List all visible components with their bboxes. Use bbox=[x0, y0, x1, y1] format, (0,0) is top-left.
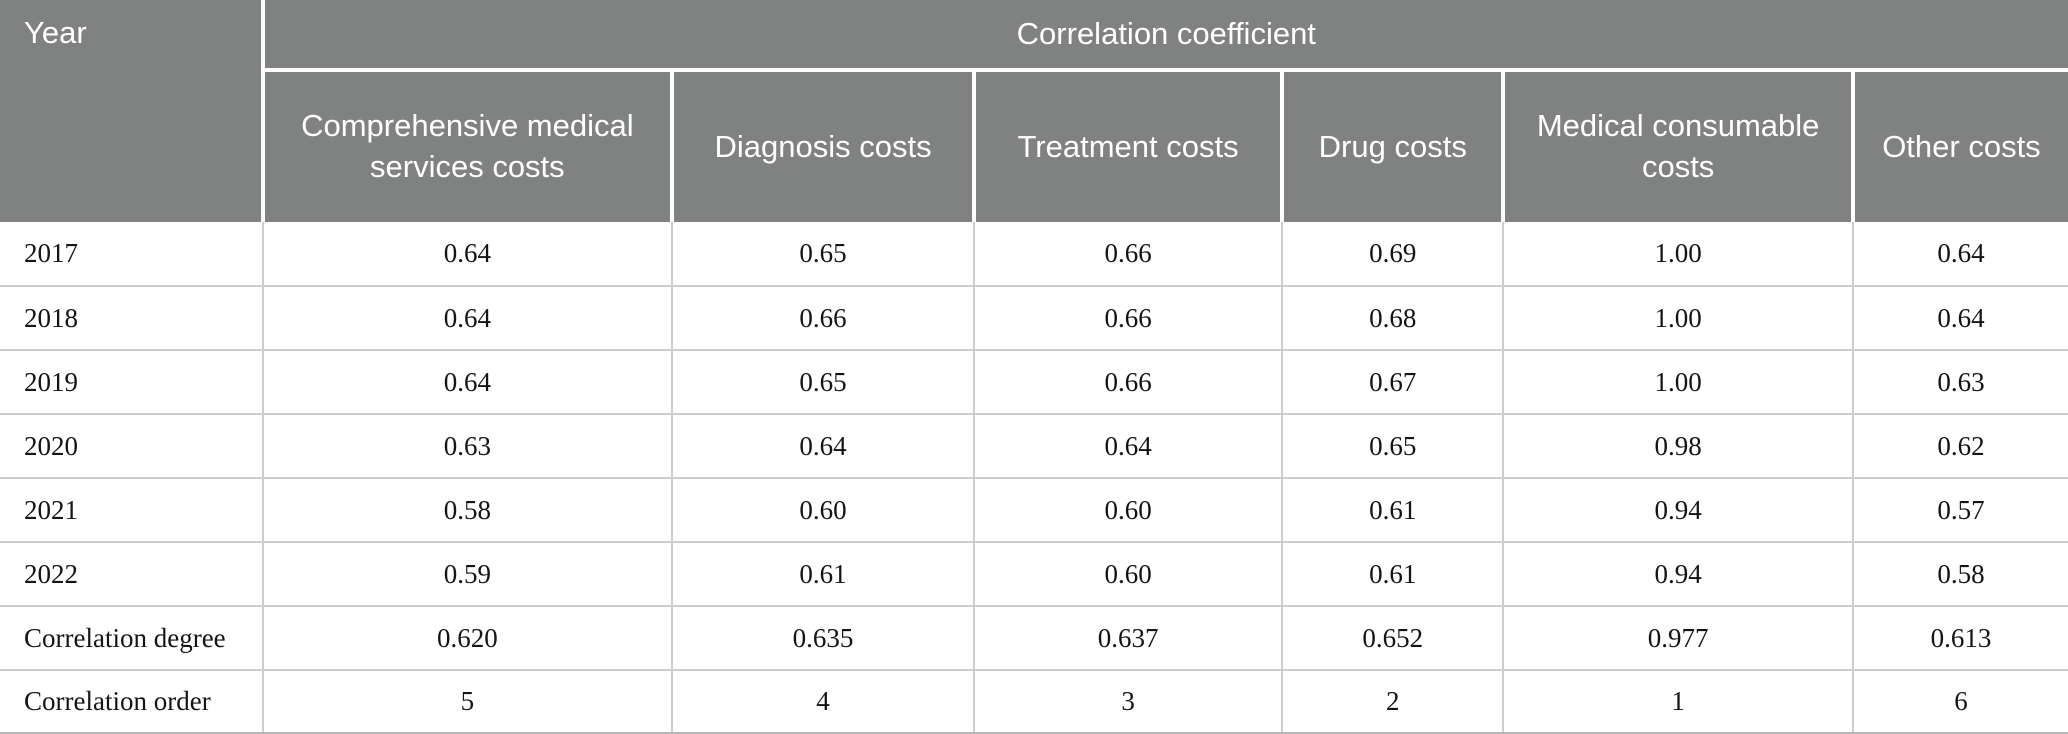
data-cell: 0.57 bbox=[1851, 477, 2068, 543]
row-label: 2020 bbox=[0, 413, 264, 479]
data-cell: 0.58 bbox=[261, 477, 674, 543]
header-cell-treatment-costs: Treatment costs bbox=[971, 70, 1283, 222]
data-cell: 1.00 bbox=[1502, 349, 1854, 415]
data-cell: 3 bbox=[972, 669, 1284, 734]
table-body: 2017 0.64 0.65 0.66 0.69 1.00 0.64 2018 … bbox=[0, 222, 2068, 734]
data-cell: 0.977 bbox=[1502, 605, 1854, 671]
data-cell: 0.64 bbox=[1851, 285, 2068, 351]
row-label: 2018 bbox=[0, 285, 264, 351]
header-cell-year: Year bbox=[0, 0, 265, 222]
data-cell: 0.60 bbox=[972, 541, 1284, 607]
data-cell: 0.66 bbox=[972, 222, 1284, 287]
header-cell-other-costs: Other costs bbox=[1850, 70, 2068, 222]
data-cell: 0.620 bbox=[261, 605, 674, 671]
data-cell: 0.66 bbox=[972, 349, 1284, 415]
table-row-correlation-order: Correlation order 5 4 3 2 1 6 bbox=[0, 669, 2068, 734]
data-cell: 0.98 bbox=[1502, 413, 1854, 479]
data-cell: 0.61 bbox=[1281, 477, 1505, 543]
data-cell: 0.69 bbox=[1281, 222, 1505, 287]
data-cell: 0.64 bbox=[972, 413, 1284, 479]
data-cell: 5 bbox=[261, 669, 674, 734]
data-cell: 0.60 bbox=[972, 477, 1284, 543]
header-row-columns: Comprehensive medical services costs Dia… bbox=[0, 70, 2068, 222]
data-cell: 0.64 bbox=[261, 285, 674, 351]
data-cell: 0.61 bbox=[1281, 541, 1505, 607]
data-cell: 0.652 bbox=[1281, 605, 1505, 671]
data-cell: 2 bbox=[1281, 669, 1505, 734]
table-row-2022: 2022 0.59 0.61 0.60 0.61 0.94 0.58 bbox=[0, 541, 2068, 607]
data-cell: 0.635 bbox=[671, 605, 975, 671]
table-row-2019: 2019 0.64 0.65 0.66 0.67 1.00 0.63 bbox=[0, 349, 2068, 415]
table-row-2021: 2021 0.58 0.60 0.60 0.61 0.94 0.57 bbox=[0, 477, 2068, 543]
table-row-2018: 2018 0.64 0.66 0.66 0.68 1.00 0.64 bbox=[0, 285, 2068, 351]
data-cell: 1.00 bbox=[1502, 222, 1854, 287]
header-cell-comprehensive-medical-services-costs: Comprehensive medical services costs bbox=[262, 70, 673, 222]
data-cell: 0.67 bbox=[1281, 349, 1505, 415]
row-label: 2019 bbox=[0, 349, 264, 415]
table-header: Year Correlation coefficient Comprehensi… bbox=[0, 0, 2068, 222]
data-cell: 0.58 bbox=[1851, 541, 2068, 607]
data-cell: 0.63 bbox=[261, 413, 674, 479]
data-cell: 0.61 bbox=[671, 541, 975, 607]
header-cell-drug-costs: Drug costs bbox=[1280, 70, 1504, 222]
row-label: 2017 bbox=[0, 222, 264, 287]
data-cell: 0.65 bbox=[1281, 413, 1505, 479]
header-row-group: Year Correlation coefficient bbox=[0, 0, 2068, 222]
row-label: Correlation degree bbox=[0, 605, 264, 671]
data-cell: 0.63 bbox=[1851, 349, 2068, 415]
data-cell: 0.66 bbox=[972, 285, 1284, 351]
data-cell: 0.94 bbox=[1502, 541, 1854, 607]
row-label: 2022 bbox=[0, 541, 264, 607]
data-cell: 0.60 bbox=[671, 477, 975, 543]
table-row-2017: 2017 0.64 0.65 0.66 0.69 1.00 0.64 bbox=[0, 222, 2068, 287]
row-label: 2021 bbox=[0, 477, 264, 543]
data-cell: 0.65 bbox=[671, 349, 975, 415]
data-cell: 0.613 bbox=[1851, 605, 2068, 671]
header-cell-medical-consumable-costs: Medical consumable costs bbox=[1501, 70, 1853, 222]
table-row-correlation-degree: Correlation degree 0.620 0.635 0.637 0.6… bbox=[0, 605, 2068, 671]
data-cell: 0.64 bbox=[1851, 222, 2068, 287]
data-cell: 0.64 bbox=[261, 349, 674, 415]
data-cell: 0.62 bbox=[1851, 413, 2068, 479]
data-cell: 1.00 bbox=[1502, 285, 1854, 351]
data-cell: 0.637 bbox=[972, 605, 1284, 671]
header-cell-diagnosis-costs: Diagnosis costs bbox=[670, 70, 974, 222]
data-cell: 0.64 bbox=[261, 222, 674, 287]
data-cell: 0.94 bbox=[1502, 477, 1854, 543]
table-row-2020: 2020 0.63 0.64 0.64 0.65 0.98 0.62 bbox=[0, 413, 2068, 479]
data-cell: 6 bbox=[1851, 669, 2068, 734]
data-cell: 0.65 bbox=[671, 222, 975, 287]
data-cell: 0.64 bbox=[671, 413, 975, 479]
row-label: Correlation order bbox=[0, 669, 264, 734]
data-cell: 0.68 bbox=[1281, 285, 1505, 351]
data-cell: 4 bbox=[671, 669, 975, 734]
data-cell: 0.66 bbox=[671, 285, 975, 351]
data-cell: 1 bbox=[1502, 669, 1854, 734]
header-cell-correlation-coefficient: Correlation coefficient bbox=[262, 0, 2068, 72]
data-cell: 0.59 bbox=[261, 541, 674, 607]
